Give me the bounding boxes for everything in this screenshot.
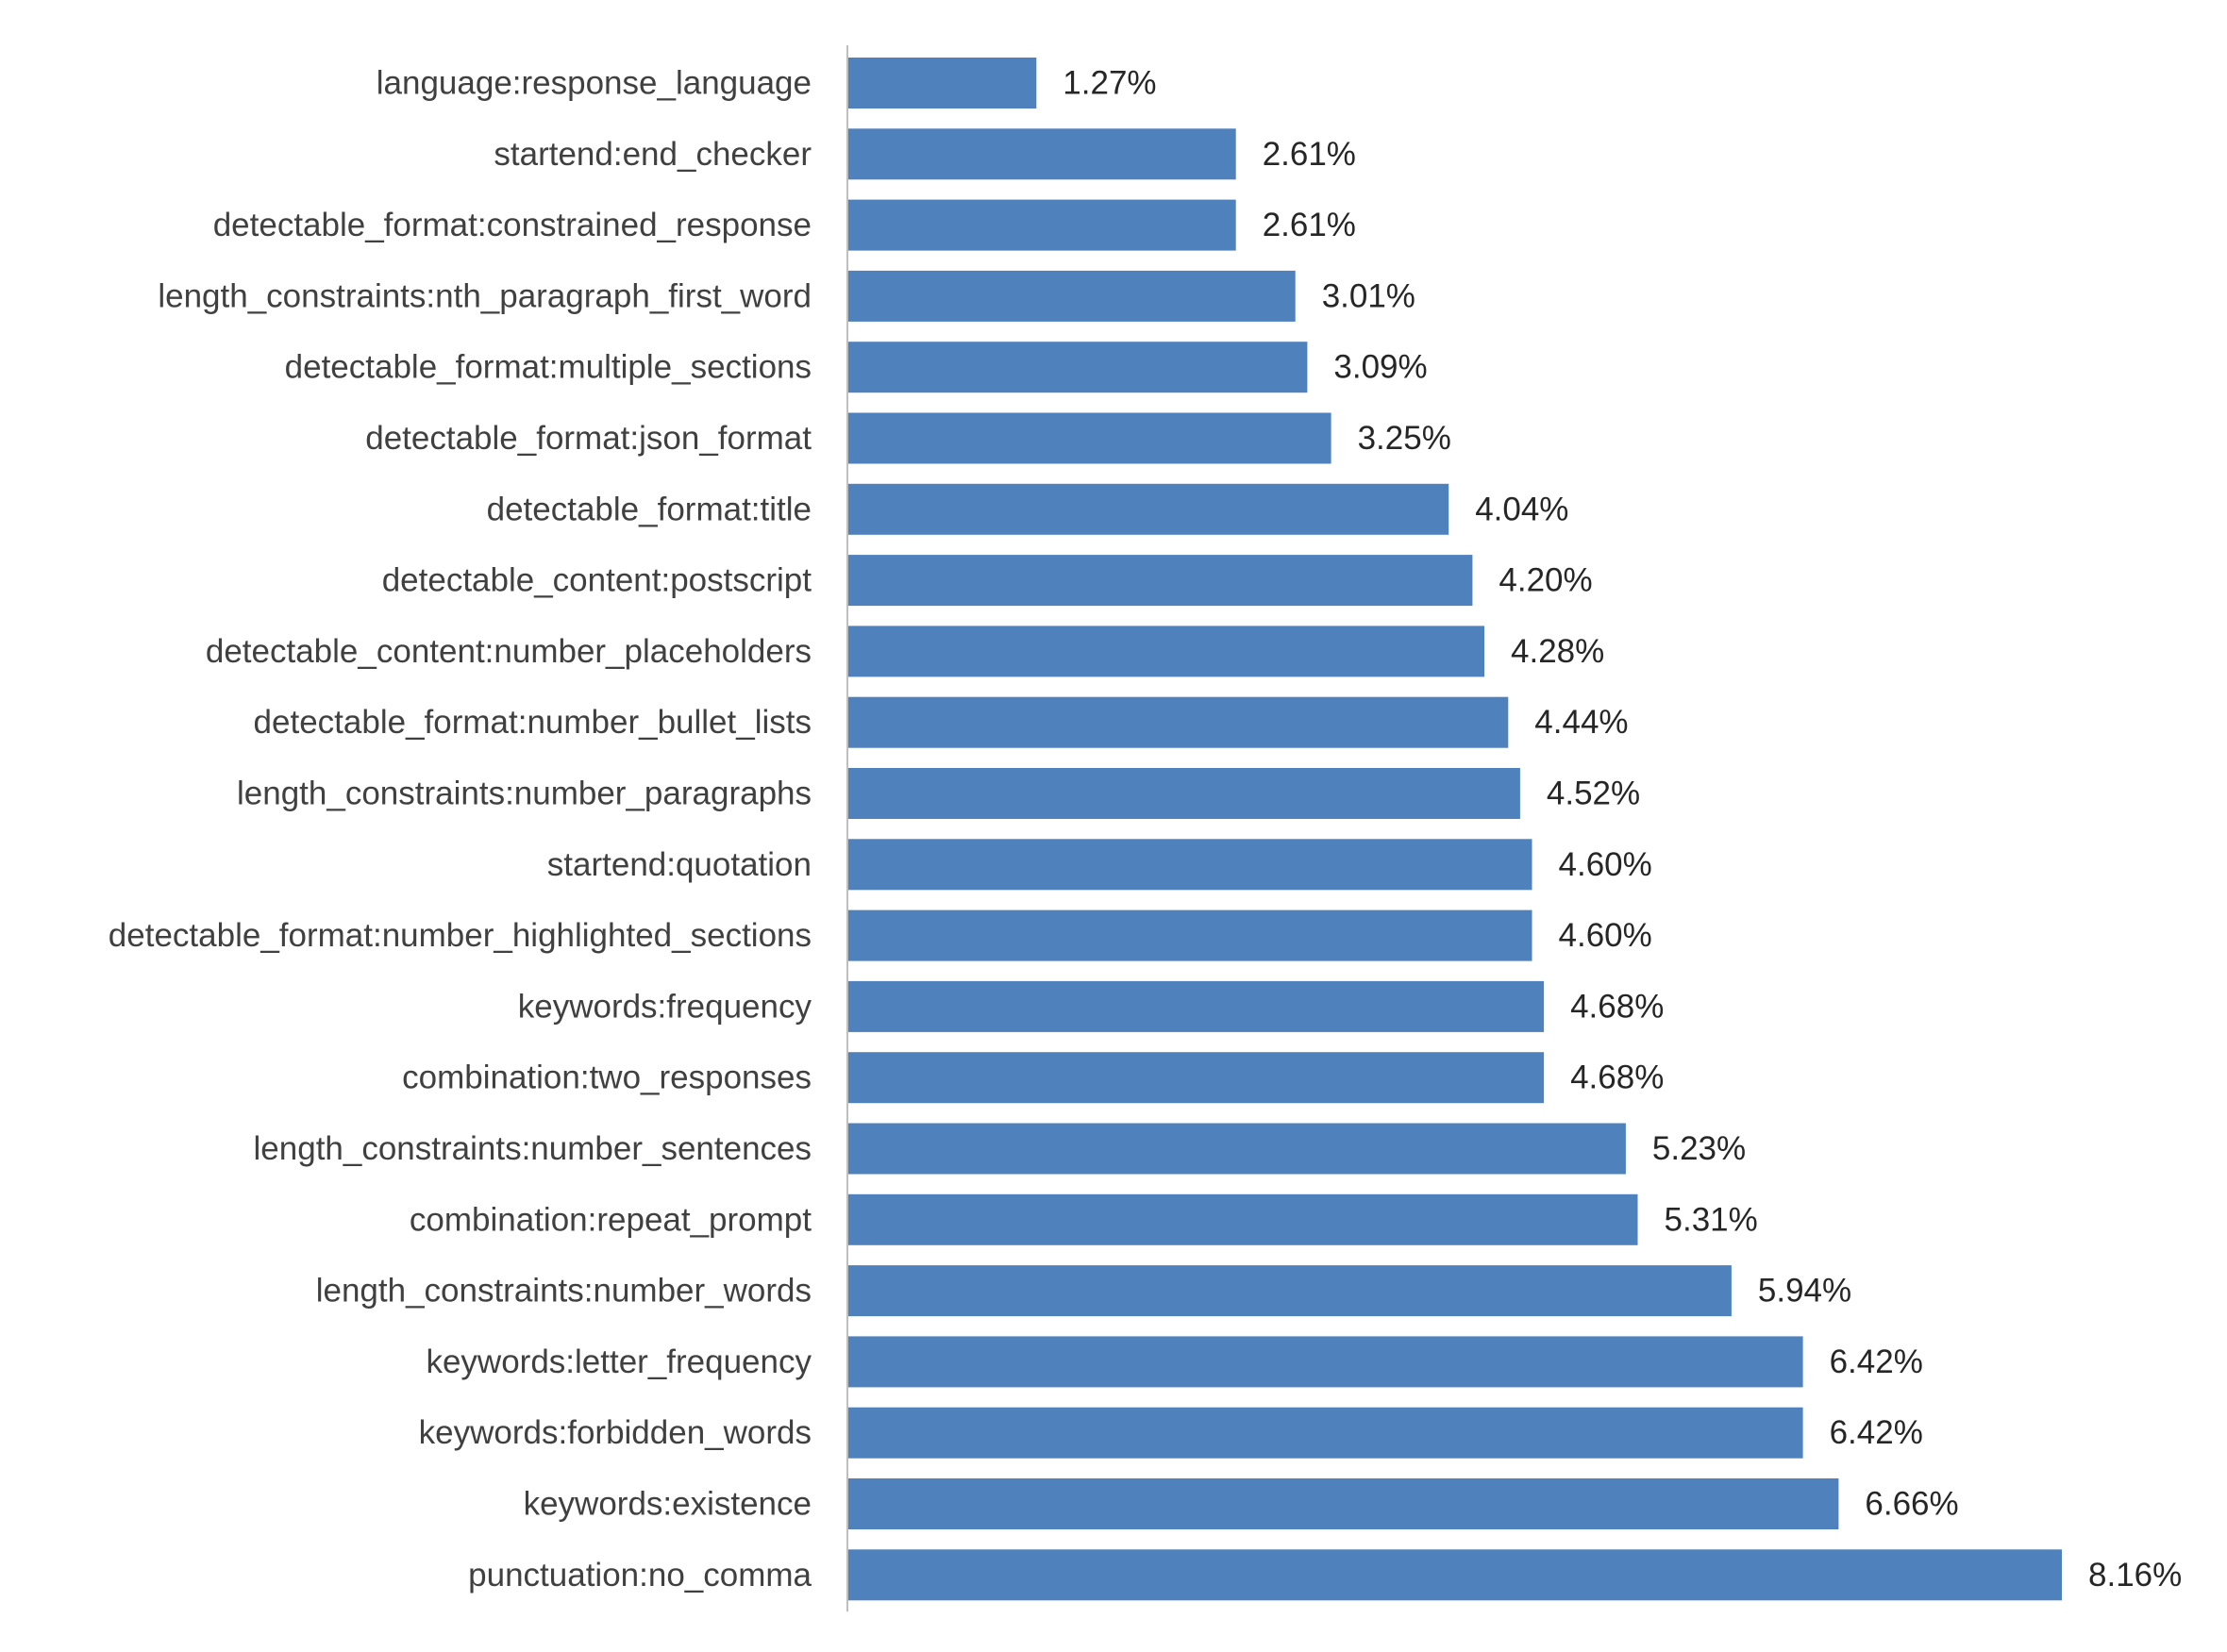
value-label-12: 4.60% (1559, 917, 1652, 954)
category-label-13: keywords:frequency (518, 988, 812, 1025)
value-label-6: 4.04% (1475, 491, 1568, 527)
category-label-12: detectable_format:number_highlighted_sec… (109, 917, 812, 954)
category-label-17: length_constraints:number_words (316, 1273, 812, 1310)
value-label-4: 3.09% (1333, 349, 1427, 386)
value-label-8: 4.28% (1511, 633, 1604, 670)
value-label-1: 2.61% (1263, 136, 1356, 173)
bar-20 (847, 1478, 1839, 1529)
bar-14 (847, 1052, 1545, 1104)
value-label-16: 5.31% (1665, 1201, 1758, 1238)
value-label-21: 8.16% (2088, 1557, 2182, 1594)
value-label-17: 5.94% (1758, 1273, 1851, 1310)
bar-12 (847, 909, 1532, 961)
category-label-0: language:response_language (377, 65, 812, 102)
value-label-3: 3.01% (1322, 277, 1415, 314)
value-label-15: 5.23% (1652, 1130, 1746, 1167)
value-label-7: 4.20% (1499, 562, 1592, 599)
bar-5 (847, 412, 1331, 464)
category-labels: language:response_language startend:end_c… (109, 65, 812, 1594)
value-label-0: 1.27% (1063, 65, 1156, 102)
value-label-19: 6.42% (1830, 1414, 1923, 1451)
value-label-10: 4.52% (1547, 776, 1640, 812)
category-label-18: keywords:letter_frequency (426, 1343, 812, 1380)
value-label-5: 3.25% (1358, 420, 1451, 457)
value-label-14: 4.68% (1570, 1060, 1664, 1096)
category-label-19: keywords:forbidden_words (419, 1414, 812, 1451)
value-label-9: 4.44% (1534, 704, 1628, 741)
bar-8 (847, 626, 1484, 677)
bar-4 (847, 342, 1308, 393)
category-label-16: combination:repeat_prompt (410, 1201, 812, 1238)
bar-16 (847, 1193, 1638, 1245)
bar-17 (847, 1265, 1732, 1317)
value-label-18: 6.42% (1830, 1343, 1923, 1380)
bar-10 (847, 768, 1520, 819)
category-label-11: startend:quotation (547, 846, 812, 883)
bar-7 (847, 555, 1473, 607)
category-label-21: punctuation:no_comma (468, 1557, 812, 1594)
category-label-2: detectable_format:constrained_response (213, 207, 812, 243)
category-label-1: startend:end_checker (494, 136, 812, 173)
value-label-13: 4.68% (1570, 988, 1664, 1025)
category-label-14: combination:two_responses (402, 1060, 812, 1096)
bar-3 (847, 270, 1296, 322)
value-label-2: 2.61% (1263, 207, 1356, 243)
bar-6 (847, 483, 1449, 535)
bar-0 (847, 58, 1037, 108)
bar-1 (847, 128, 1236, 180)
category-label-15: length_constraints:number_sentences (254, 1130, 812, 1167)
value-labels: 1.27% 2.61% 2.61% 3.01% 3.09% 3.25% 4.04% 4.20%… (1063, 65, 2182, 1594)
category-label-5: detectable_format:json_format (365, 420, 812, 457)
value-label-20: 6.66% (1865, 1486, 1958, 1523)
value-label-11: 4.60% (1559, 846, 1652, 883)
category-label-9: detectable_format:number_bullet_lists (254, 704, 812, 741)
bar-15 (847, 1123, 1626, 1175)
category-label-20: keywords:existence (524, 1486, 812, 1523)
category-label-4: detectable_format:multiple_sections (285, 349, 812, 386)
bars-group (847, 58, 2062, 1601)
category-label-8: detectable_content:number_placeholders (206, 633, 812, 670)
bar-19 (847, 1407, 1803, 1459)
category-label-10: length_constraints:number_paragraphs (237, 776, 812, 812)
category-label-7: detectable_content:postscript (382, 562, 812, 599)
bar-2 (847, 199, 1236, 251)
bar-11 (847, 839, 1532, 891)
category-label-3: length_constraints:nth_paragraph_first_w… (158, 277, 812, 314)
category-label-6: detectable_format:title (487, 491, 812, 527)
bar-21 (847, 1549, 2062, 1601)
bar-9 (847, 696, 1509, 748)
bar-18 (847, 1336, 1803, 1388)
bar-13 (847, 980, 1545, 1032)
